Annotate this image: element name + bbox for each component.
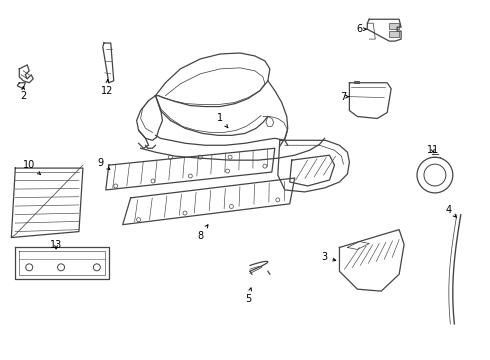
Text: 9: 9 <box>98 158 110 170</box>
Text: 5: 5 <box>245 288 251 304</box>
Text: 13: 13 <box>50 240 62 251</box>
Text: 1: 1 <box>217 113 228 128</box>
Text: 7: 7 <box>341 92 349 102</box>
Text: 4: 4 <box>446 205 457 217</box>
Bar <box>389 23 399 29</box>
Text: 6: 6 <box>356 24 366 34</box>
Text: 3: 3 <box>321 252 336 262</box>
Text: 8: 8 <box>197 225 208 240</box>
Text: 10: 10 <box>23 160 41 175</box>
Bar <box>389 31 399 37</box>
Text: 2: 2 <box>20 87 26 101</box>
Text: 12: 12 <box>100 80 113 96</box>
Text: 11: 11 <box>427 145 439 155</box>
